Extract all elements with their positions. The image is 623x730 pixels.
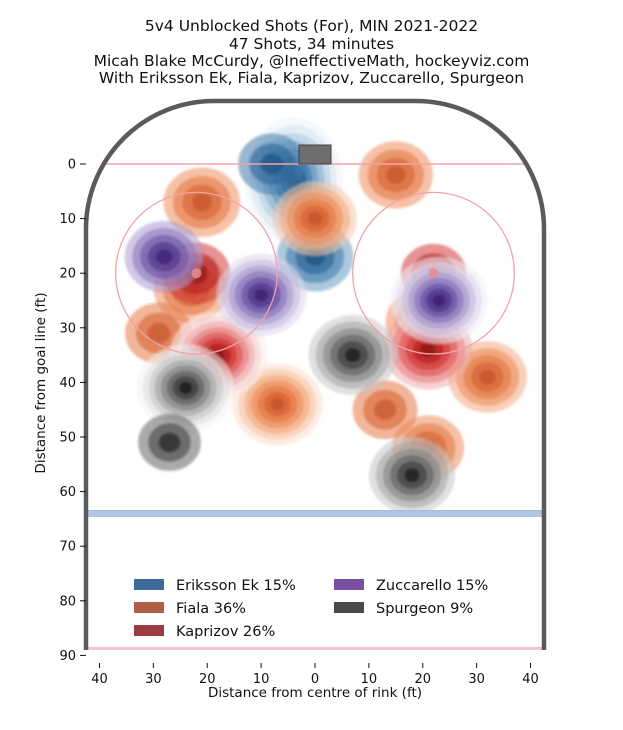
heat-hotspot-spurgeon-0	[137, 343, 235, 432]
blue-line	[86, 510, 544, 517]
faceoff-dot-0	[191, 268, 202, 279]
legend: Eriksson Ek 15% Fiala 36% Kaprizov 26% Zucc…	[134, 578, 488, 640]
goal-net	[298, 144, 332, 165]
heat-hotspot-fiala-0	[273, 180, 357, 257]
x-tick-label-6: 20	[199, 672, 216, 687]
x-tick-label-8: 40	[91, 672, 108, 687]
y-tick-label-7: 70	[59, 540, 76, 555]
legend-swatch	[134, 625, 164, 636]
heatmap-layer	[124, 117, 527, 514]
centre-red-line	[86, 646, 544, 650]
legend-swatch	[334, 602, 364, 613]
faceoff-circle-0	[114, 191, 278, 355]
legend-label: Eriksson Ek 15%	[176, 578, 296, 594]
y-tick-label-6: 60	[59, 485, 76, 500]
y-tick-label-4: 40	[59, 376, 76, 391]
heat-hotspot-fiala-2	[163, 167, 241, 237]
heat-hotspot-zuccarello-1	[215, 254, 307, 336]
y-tick-label-0: 0	[68, 158, 76, 173]
chart-subtitle-author: Micah Blake McCurdy, @IneffectiveMath, h…	[93, 52, 530, 70]
legend-label: Kaprizov 26%	[176, 624, 275, 640]
x-tick-label-2: 20	[414, 672, 431, 687]
legend-item-spurgeon: Spurgeon 9%	[334, 601, 473, 617]
chart-title: 5v4 Unblocked Shots (For), MIN 2021-2022	[144, 17, 479, 35]
heat-hotspot-zuccarello-2	[124, 221, 204, 293]
legend-swatch	[334, 579, 364, 590]
legend-item-fiala: Fiala 36%	[134, 601, 246, 617]
y-tick-label-5: 50	[59, 431, 76, 446]
x-tick-label-4: 0	[311, 672, 319, 687]
x-tick-label-1: 30	[468, 672, 485, 687]
rink-boards	[83, 98, 547, 650]
heat-hotspot-fiala-9	[352, 380, 418, 440]
x-tick-label-3: 10	[361, 672, 378, 687]
x-tick-label-5: 10	[253, 672, 270, 687]
legend-swatch	[134, 602, 164, 613]
heat-hotspot-zuccarello-0	[390, 256, 488, 345]
y-tick-label-3: 30	[59, 321, 76, 336]
rink-markings	[86, 144, 544, 650]
legend-label: Fiala 36%	[176, 601, 246, 617]
legend-label: Zuccarello 15%	[376, 578, 488, 594]
faceoff-dot-1	[428, 268, 439, 279]
heat-hotspot-fiala-1	[358, 141, 433, 209]
heat-hotspot-spurgeon-2	[369, 436, 455, 514]
y-tick-label-9: 90	[59, 649, 76, 664]
legend-label: Spurgeon 9%	[376, 601, 473, 617]
legend-item-kaprizov: Kaprizov 26%	[134, 624, 275, 640]
heat-hotspot-spurgeon-3	[138, 414, 201, 471]
x-tick-label-0: 40	[522, 672, 539, 687]
legend-item-zuccarello: Zuccarello 15%	[334, 578, 488, 594]
axes: 40 30 20 10 0 10 20 30 40 0 10 20 30 40 50 60 70 80 90 Dist…	[33, 158, 539, 702]
faceoff-circle-1	[352, 191, 516, 355]
legend-swatch	[134, 579, 164, 590]
y-tick-label-1: 10	[59, 212, 76, 227]
heat-hotspot-fiala-4	[232, 363, 323, 446]
heat-hotspot-spurgeon-1	[308, 315, 397, 395]
chart-subtitle-players: With Eriksson Ek, Fiala, Kaprizov, Zucca…	[98, 69, 525, 87]
y-tick-label-8: 80	[59, 594, 76, 609]
legend-item-eriksson-ek: Eriksson Ek 15%	[134, 578, 296, 594]
y-axis-label: Distance from goal line (ft)	[33, 292, 49, 473]
heat-hotspot-fiala-5	[448, 341, 527, 413]
x-tick-label-7: 30	[145, 672, 162, 687]
y-tick-label-2: 20	[59, 267, 76, 282]
x-axis-label: Distance from centre of rink (ft)	[208, 685, 422, 701]
chart-subtitle-shot-count: 47 Shots, 34 minutes	[228, 35, 395, 53]
